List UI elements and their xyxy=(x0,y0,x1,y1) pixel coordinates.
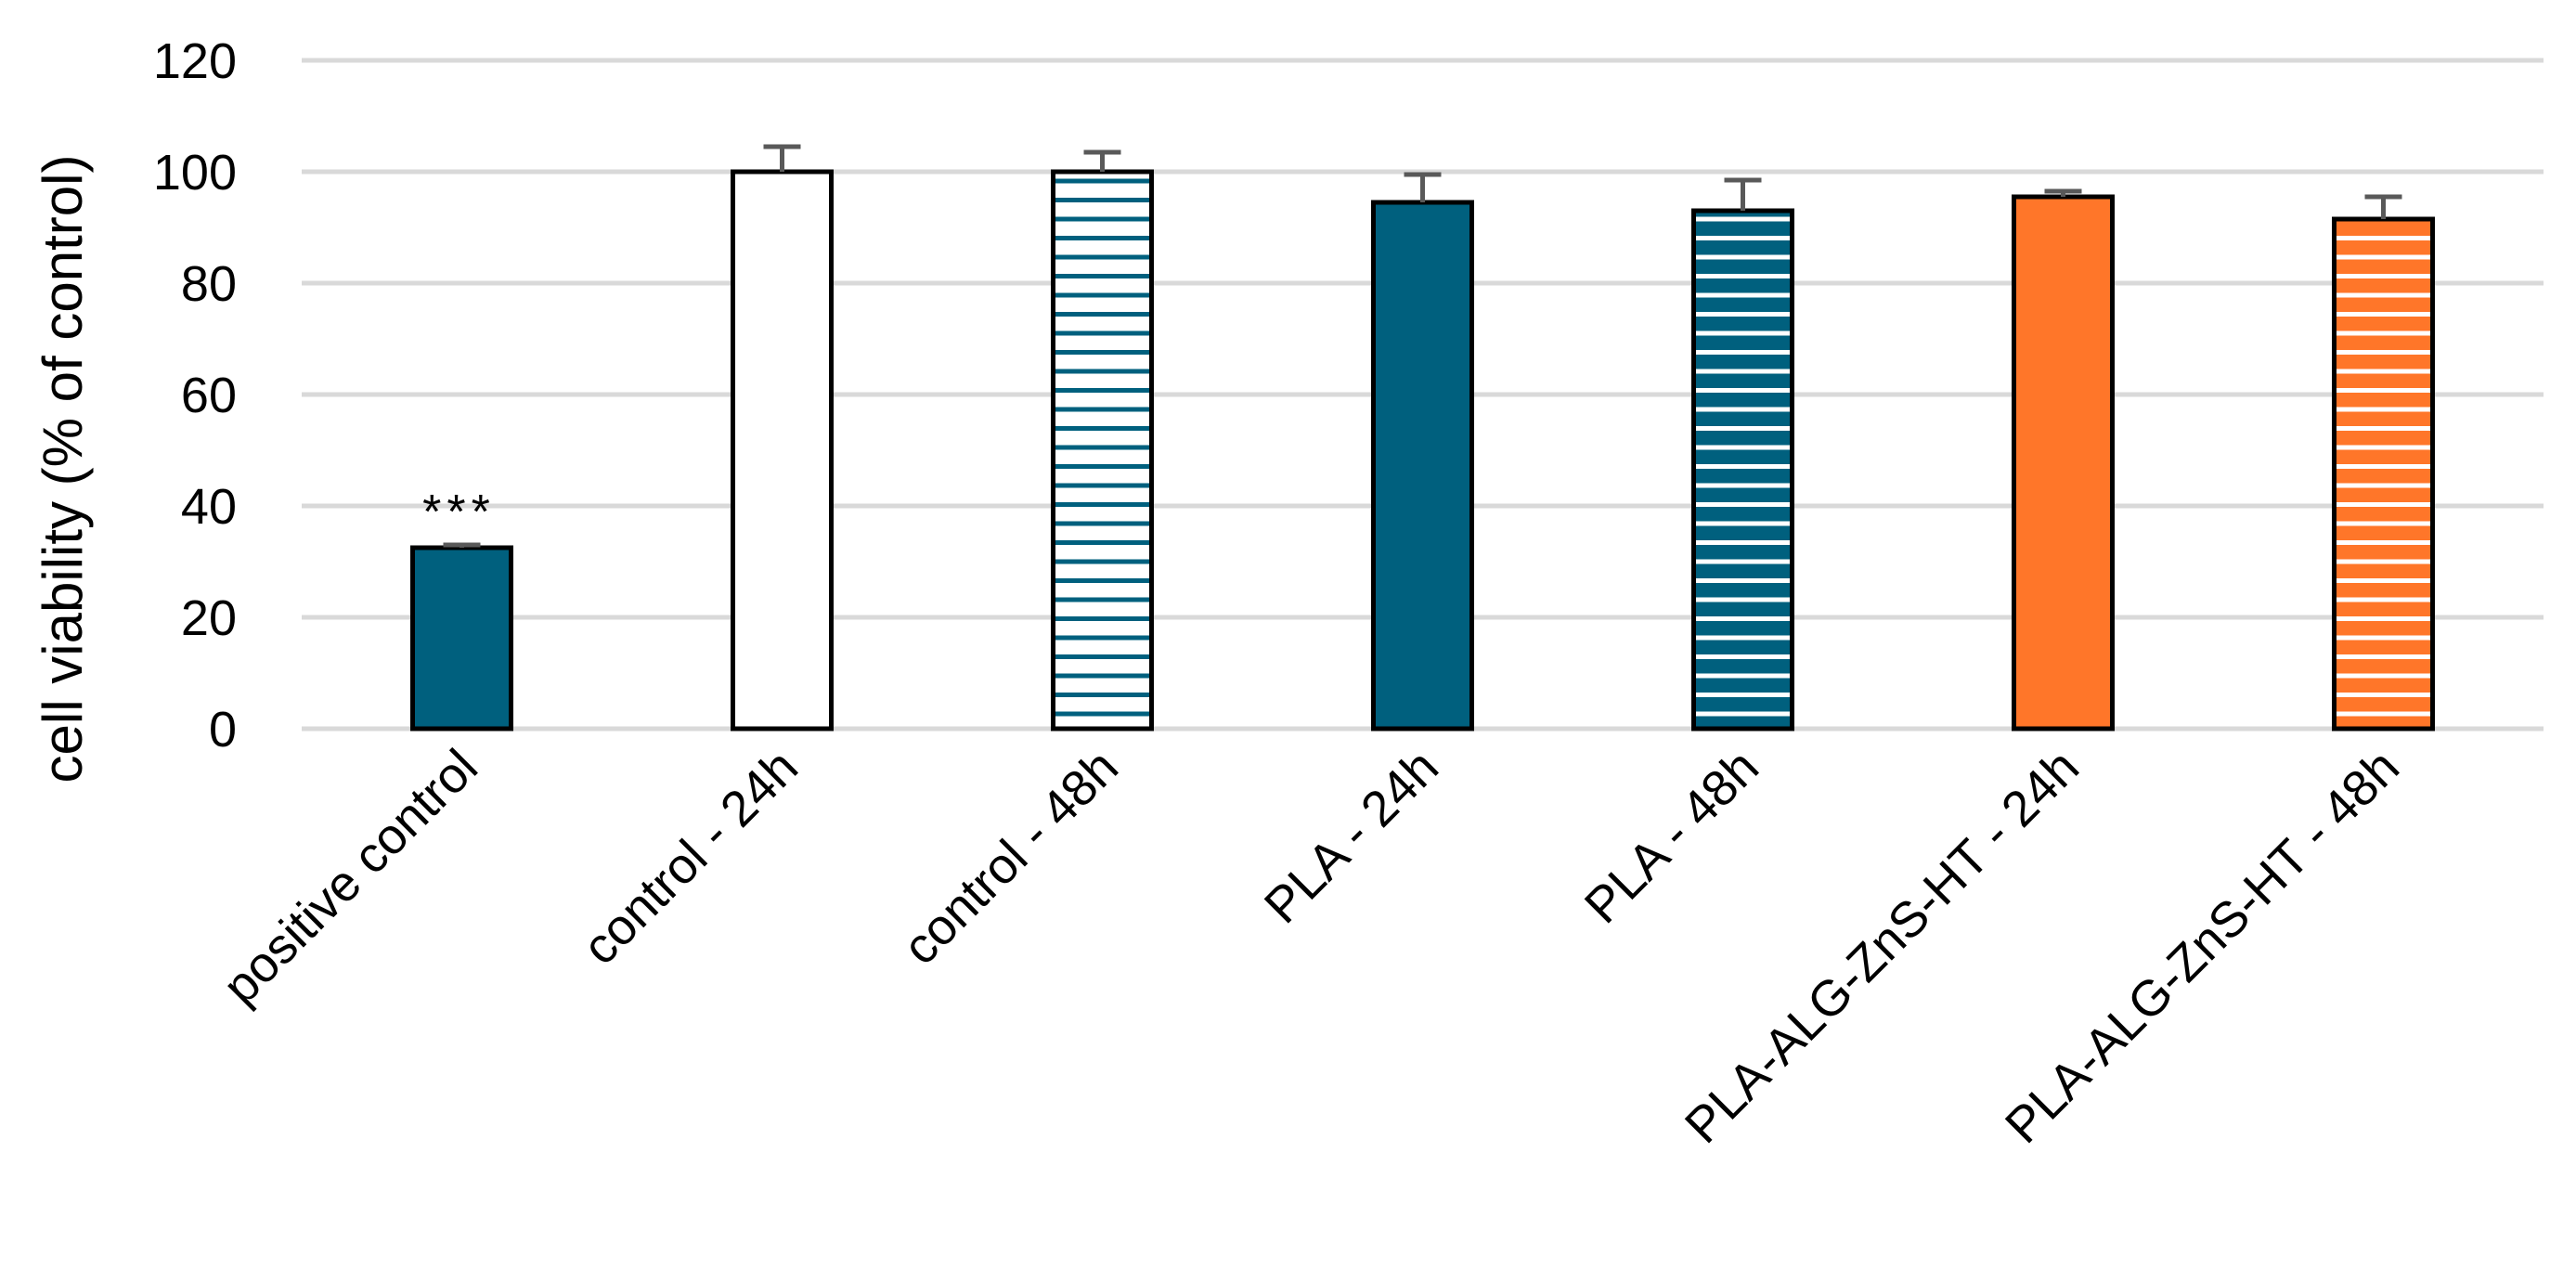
y-tick-label: 80 xyxy=(181,256,237,312)
y-tick-label: 100 xyxy=(153,145,237,201)
x-category-label: PLA - 24h xyxy=(1254,739,1449,934)
bar xyxy=(1371,200,1474,732)
y-axis-title: cell viability (% of control) xyxy=(32,155,94,783)
significance-marker: *** xyxy=(422,486,496,539)
x-category-label: positive control xyxy=(213,739,488,1015)
bar xyxy=(1051,169,1154,732)
y-tick-label: 60 xyxy=(181,368,237,423)
x-category-label: control - 48h xyxy=(892,739,1129,976)
bar xyxy=(1691,208,1794,732)
bar xyxy=(2012,194,2115,732)
bar xyxy=(410,545,513,732)
bar xyxy=(2332,216,2435,732)
y-tick-label: 0 xyxy=(209,702,237,758)
x-category-label: PLA - 48h xyxy=(1574,739,1769,934)
error-bars xyxy=(443,144,2402,548)
bar xyxy=(731,169,834,732)
y-tick-label: 120 xyxy=(153,33,237,89)
bars xyxy=(410,169,2435,732)
annotations: *** xyxy=(422,486,496,539)
y-tick-label: 40 xyxy=(181,479,237,535)
x-category-label: control - 24h xyxy=(572,739,809,976)
y-axis-ticks: 0 20 40 60 80 100 120 xyxy=(153,33,237,758)
x-axis-labels: positive control control - 24h control - 4… xyxy=(213,739,2410,1154)
y-tick-label: 20 xyxy=(181,590,237,646)
